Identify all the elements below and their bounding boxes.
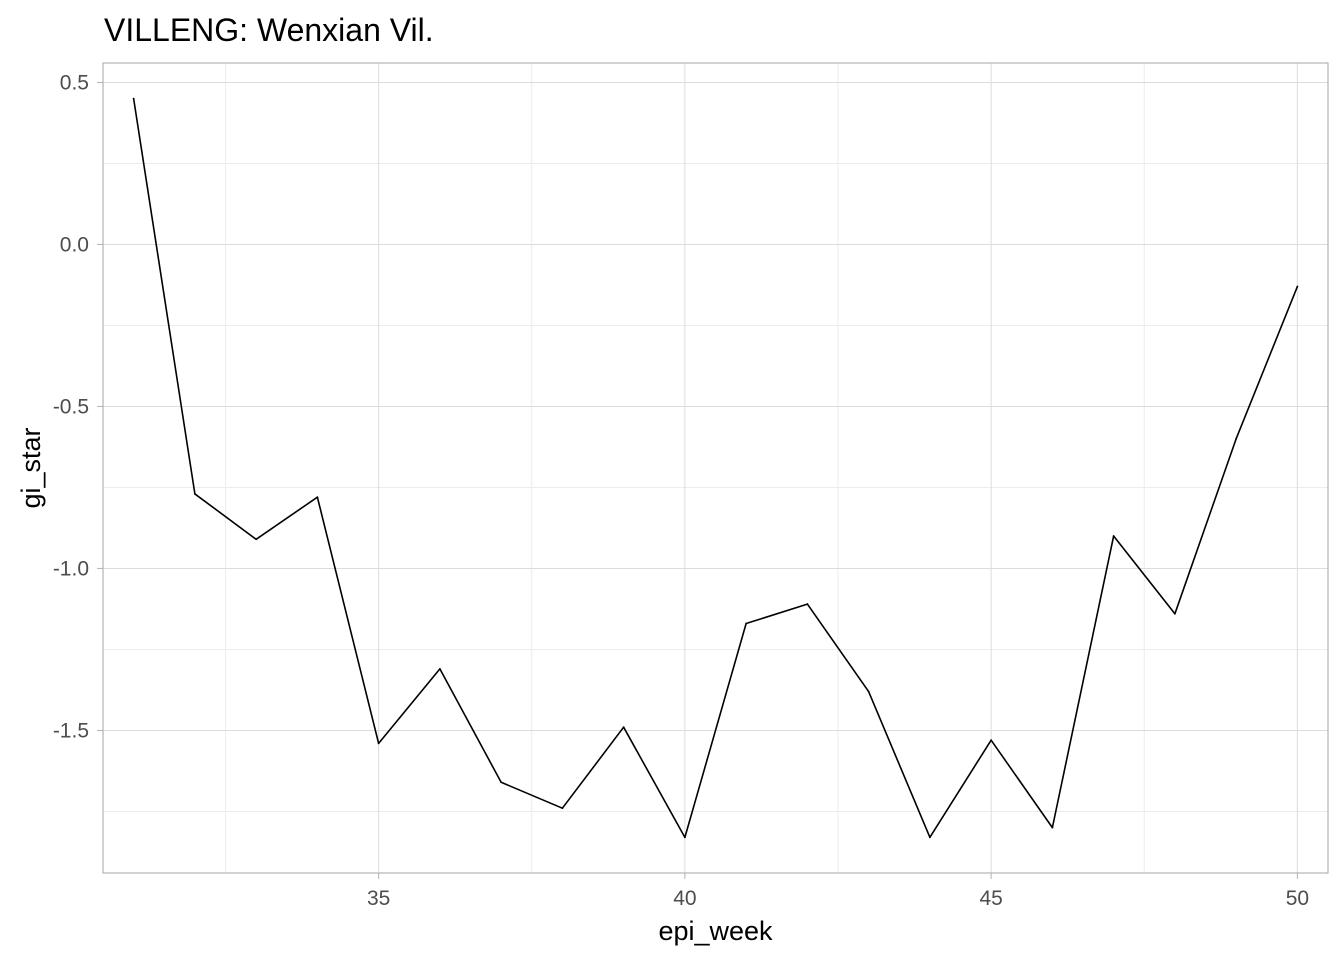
data-point	[377, 742, 380, 745]
x-tick-label: 50	[1286, 887, 1309, 910]
x-axis-ticks: 35 40 45 50	[367, 873, 1309, 910]
data-point	[683, 836, 686, 839]
data-point	[500, 781, 503, 784]
data-point	[1112, 535, 1115, 537]
data-point	[438, 667, 441, 670]
data-point	[1173, 612, 1176, 615]
x-axis-title: epi_week	[658, 916, 773, 946]
y-axis-title: gi_star	[16, 427, 46, 508]
data-point	[622, 726, 625, 729]
y-tick-label: 0.5	[60, 71, 89, 94]
data-point	[806, 603, 809, 605]
minor-gridlines	[103, 63, 1328, 873]
data-point	[561, 807, 564, 810]
data-point	[193, 493, 196, 495]
data-point	[1296, 285, 1299, 288]
y-axis-ticks: 0.5 0.0 -0.5 -1.0 -1.5	[53, 71, 103, 742]
y-tick-label: -1.5	[53, 719, 89, 742]
x-tick-label: 45	[979, 887, 1002, 910]
data-point	[1051, 826, 1054, 829]
data-point	[867, 690, 870, 693]
y-tick-label: 0.0	[60, 233, 89, 256]
plot-panel-border	[102, 62, 1329, 874]
data-point	[745, 622, 748, 625]
data-point	[928, 836, 931, 839]
data-point	[255, 538, 258, 541]
data-point	[316, 496, 319, 499]
x-tick-label: 35	[367, 887, 390, 910]
x-tick-label: 40	[673, 887, 696, 910]
series-line	[132, 97, 1299, 839]
y-tick-label: -1.0	[53, 557, 89, 580]
y-tick-label: -0.5	[53, 395, 89, 418]
chart-title: VILLENG: Wenxian Vil.	[104, 12, 434, 48]
data-point	[990, 739, 993, 742]
data-point	[132, 97, 135, 100]
series-layer	[132, 97, 1299, 839]
data-point	[1235, 437, 1238, 440]
